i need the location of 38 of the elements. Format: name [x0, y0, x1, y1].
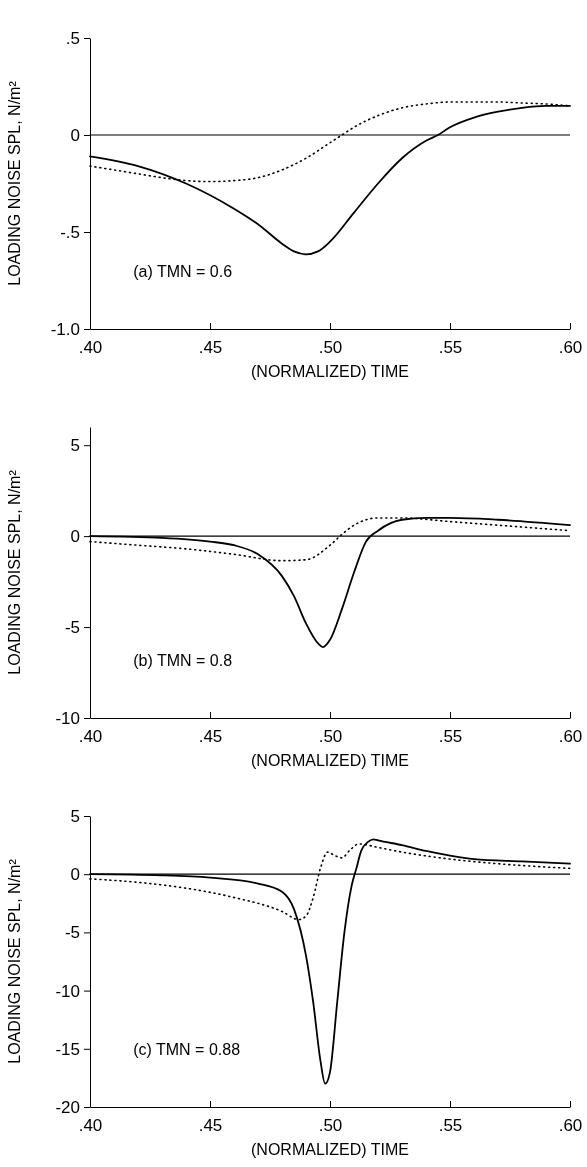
y-tick-label: -10 [55, 708, 80, 728]
x-tick-label: .50 [318, 1116, 343, 1136]
y-tick-label: -15 [55, 1039, 80, 1059]
x-tick-label: .45 [198, 727, 223, 747]
x-tick-label: .60 [558, 338, 583, 358]
y-tick-label: -20 [55, 1097, 80, 1117]
x-tick-label: .60 [558, 1116, 583, 1136]
y-axis-title: LOADING NOISE SPL, N/m² [6, 469, 23, 675]
y-tick-label: -10 [55, 981, 80, 1001]
y-tick-label: 5 [70, 436, 80, 456]
y-axis-title: LOADING NOISE SPL, N/m² [6, 858, 23, 1064]
y-tick-label: -.5 [60, 222, 80, 242]
y-tick-label: -5 [64, 923, 80, 943]
y-axis-title: LOADING NOISE SPL, N/m² [6, 80, 23, 286]
x-tick-label: .45 [198, 338, 223, 358]
x-tick-label: .55 [438, 727, 463, 747]
x-tick-label: .40 [78, 1116, 103, 1136]
y-tick-label: -1.0 [50, 319, 80, 339]
y-tick-label: -5 [64, 618, 80, 637]
x-tick-label: .40 [78, 727, 103, 747]
x-tick-label: .50 [318, 727, 343, 747]
x-tick-label: .55 [438, 1116, 463, 1136]
y-tick-label: .5 [65, 28, 80, 48]
annotation: (a) TMN = 0.6 [133, 262, 233, 280]
x-tick-label: .60 [558, 727, 583, 747]
x-axis-title: (NORMALIZED) TIME [251, 363, 409, 380]
x-axis-title: (NORMALIZED) TIME [251, 1141, 409, 1158]
y-tick-label: 5 [70, 806, 80, 826]
x-tick-label: .40 [78, 338, 103, 358]
x-tick-label: .50 [318, 338, 343, 358]
y-tick-label: 0 [70, 125, 80, 145]
x-axis-title: (NORMALIZED) TIME [251, 752, 409, 769]
annotation: (b) TMN = 0.8 [133, 651, 233, 669]
x-tick-label: .55 [438, 338, 463, 358]
y-tick-label: 0 [70, 527, 80, 547]
x-tick-label: .45 [198, 1116, 223, 1136]
y-tick-label: 0 [70, 865, 80, 885]
annotation: (c) TMN = 0.88 [133, 1040, 241, 1058]
